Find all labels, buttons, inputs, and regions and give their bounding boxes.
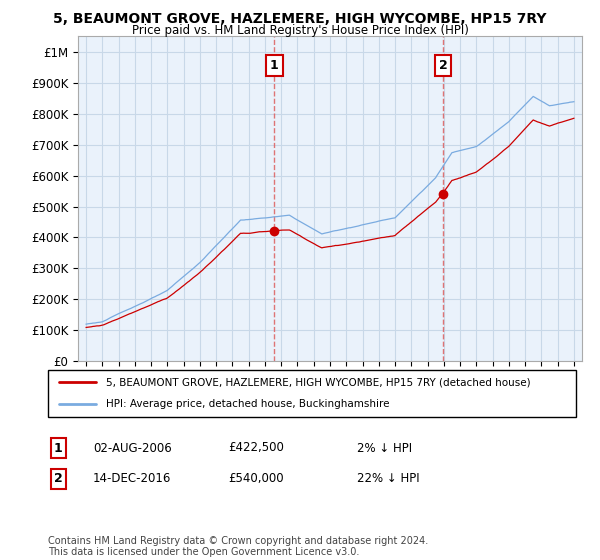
Text: £540,000: £540,000 xyxy=(228,472,284,486)
Text: 2: 2 xyxy=(439,59,448,72)
Text: 5, BEAUMONT GROVE, HAZLEMERE, HIGH WYCOMBE, HP15 7RY (detached house): 5, BEAUMONT GROVE, HAZLEMERE, HIGH WYCOM… xyxy=(106,377,531,388)
FancyBboxPatch shape xyxy=(48,370,576,417)
Text: £422,500: £422,500 xyxy=(228,441,284,455)
Text: Price paid vs. HM Land Registry's House Price Index (HPI): Price paid vs. HM Land Registry's House … xyxy=(131,24,469,37)
Text: Contains HM Land Registry data © Crown copyright and database right 2024.
This d: Contains HM Land Registry data © Crown c… xyxy=(48,535,428,557)
Text: 22% ↓ HPI: 22% ↓ HPI xyxy=(357,472,419,486)
Text: 5, BEAUMONT GROVE, HAZLEMERE, HIGH WYCOMBE, HP15 7RY: 5, BEAUMONT GROVE, HAZLEMERE, HIGH WYCOM… xyxy=(53,12,547,26)
Text: 2: 2 xyxy=(54,472,63,486)
Text: 14-DEC-2016: 14-DEC-2016 xyxy=(93,472,172,486)
Text: HPI: Average price, detached house, Buckinghamshire: HPI: Average price, detached house, Buck… xyxy=(106,399,389,409)
Text: 1: 1 xyxy=(54,441,63,455)
Text: 02-AUG-2006: 02-AUG-2006 xyxy=(93,441,172,455)
Text: 1: 1 xyxy=(270,59,279,72)
Text: 2% ↓ HPI: 2% ↓ HPI xyxy=(357,441,412,455)
